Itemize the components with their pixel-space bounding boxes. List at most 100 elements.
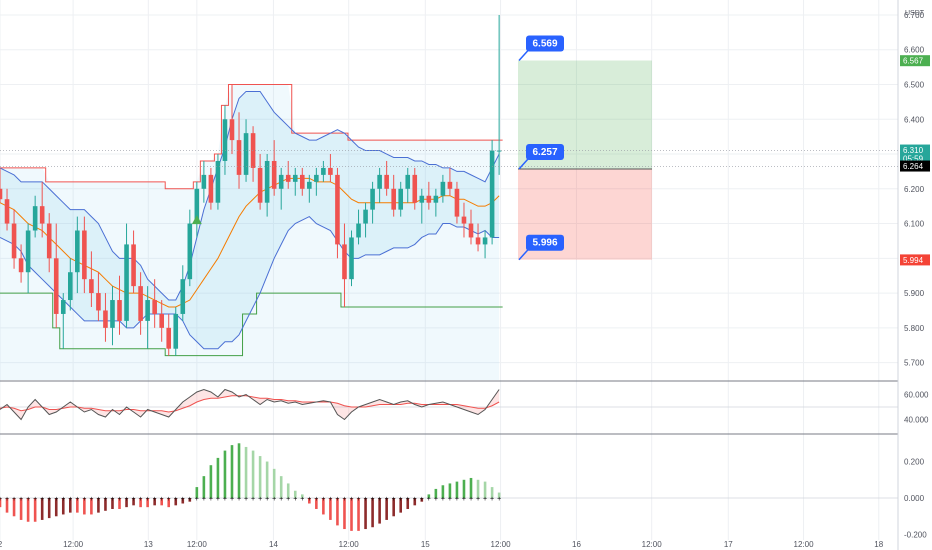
price-pane[interactable]: 6.569 6.257 5.996: [0, 14, 898, 380]
candle-body[interactable]: [152, 300, 157, 314]
candle-body[interactable]: [271, 160, 277, 189]
candle-body[interactable]: [433, 195, 439, 203]
candle-body[interactable]: [264, 160, 270, 203]
target-price-label[interactable]: [526, 35, 564, 52]
candle-body[interactable]: [405, 174, 411, 189]
candle-body[interactable]: [257, 167, 263, 203]
candle-body[interactable]: [131, 244, 136, 287]
candle-body[interactable]: [53, 258, 59, 314]
candle-body[interactable]: [278, 174, 284, 189]
candle-body[interactable]: [201, 174, 207, 189]
price-tick-label: 6.700: [904, 11, 925, 20]
histogram-pane[interactable]: + + + + + + + + + + + + + + + + + + + + + + + + + + + + + + + + + + + + + + + +…: [0, 443, 898, 531]
candle-body[interactable]: [321, 167, 326, 175]
candle-body[interactable]: [180, 279, 186, 314]
hist-cross: +: [61, 496, 65, 503]
candle-body[interactable]: [412, 174, 418, 203]
oscillator-pane[interactable]: [0, 388, 898, 421]
candle-body[interactable]: [46, 223, 52, 259]
candle-body[interactable]: [475, 237, 481, 245]
candle-body[interactable]: [124, 244, 129, 321]
price-tag[interactable]: [900, 55, 930, 67]
candle-body[interactable]: [89, 279, 94, 294]
candle-body[interactable]: [363, 209, 368, 224]
candle-body[interactable]: [4, 199, 10, 224]
candle-body[interactable]: [222, 119, 228, 161]
candle-body[interactable]: [377, 174, 382, 189]
price-tag[interactable]: [900, 144, 930, 165]
candle-body[interactable]: [187, 223, 193, 280]
candle-body[interactable]: [82, 230, 87, 280]
candle-body[interactable]: [489, 150, 495, 238]
candle-body[interactable]: [447, 181, 453, 189]
candle-body[interactable]: [398, 188, 404, 210]
price-tick-label: 6.200: [904, 185, 925, 194]
candle-body[interactable]: [110, 300, 115, 328]
candle-body[interactable]: [11, 223, 17, 259]
candle-body[interactable]: [32, 206, 38, 231]
entry-price-text: 6.257: [532, 147, 557, 158]
stop-price-label[interactable]: [526, 234, 564, 251]
candle-body[interactable]: [194, 188, 200, 224]
candle-body[interactable]: [60, 300, 66, 314]
hist-cross: +: [103, 496, 107, 503]
time-axis[interactable]: 2 12:00 13 12:00 14 12:00 15 12:00 16 12:00 17 12:0…: [0, 540, 884, 549]
candle-body[interactable]: [25, 230, 31, 273]
candle-body[interactable]: [461, 216, 467, 224]
candle-body[interactable]: [468, 223, 474, 238]
hist-cross: +: [258, 496, 262, 503]
hist-cross: +: [406, 496, 410, 503]
hist-cross: +: [279, 496, 283, 503]
entry-price-pointer: [518, 158, 529, 170]
time-tick-label: 12:00: [642, 540, 663, 549]
candle-body[interactable]: [236, 140, 242, 175]
hist-cross: +: [12, 496, 16, 503]
candle-body[interactable]: [166, 327, 172, 349]
candle-body[interactable]: [208, 174, 214, 203]
candle-body[interactable]: [215, 160, 221, 203]
candle-body[interactable]: [173, 313, 179, 349]
candle-body[interactable]: [103, 310, 108, 328]
candle-body[interactable]: [384, 174, 389, 189]
hist-cross: +: [251, 496, 255, 503]
candle-body[interactable]: [349, 237, 354, 280]
candle-body[interactable]: [138, 286, 143, 321]
price-axis[interactable]: 6.7006.6006.5006.4006.3006.2006.1006.000…: [900, 11, 930, 540]
candle-body[interactable]: [75, 230, 80, 273]
hist-cross: +: [160, 496, 164, 503]
candle-body[interactable]: [159, 313, 164, 328]
candle-body[interactable]: [243, 133, 249, 175]
candle-body[interactable]: [391, 188, 396, 210]
candle-body[interactable]: [314, 174, 319, 182]
candle-body[interactable]: [342, 244, 347, 280]
candle-body[interactable]: [482, 237, 488, 245]
price-tag[interactable]: [900, 254, 930, 266]
candle-body[interactable]: [299, 174, 305, 189]
candle-body[interactable]: [96, 293, 101, 311]
candle-body[interactable]: [39, 206, 45, 224]
candle-body[interactable]: [0, 188, 3, 200]
price-tag[interactable]: [900, 160, 930, 172]
entry-price-label[interactable]: [526, 143, 564, 160]
candle-body[interactable]: [419, 195, 425, 203]
candle-body[interactable]: [440, 181, 446, 196]
candle-body[interactable]: [335, 174, 340, 245]
candle-body[interactable]: [307, 181, 312, 189]
candle-body[interactable]: [68, 272, 73, 301]
candle-body[interactable]: [292, 174, 298, 182]
candle-body[interactable]: [328, 167, 333, 175]
candle-body[interactable]: [370, 188, 375, 210]
candle-body[interactable]: [250, 133, 256, 168]
candle-body[interactable]: [285, 174, 291, 182]
candle-body[interactable]: [496, 150, 502, 152]
candle-body[interactable]: [229, 119, 235, 141]
hist-cross: +: [244, 496, 248, 503]
candle-body[interactable]: [18, 258, 24, 273]
candle-body[interactable]: [426, 195, 432, 203]
candle-body[interactable]: [454, 188, 460, 217]
candle-body[interactable]: [356, 223, 361, 238]
candle-body[interactable]: [117, 300, 122, 321]
candle-body[interactable]: [145, 300, 150, 321]
